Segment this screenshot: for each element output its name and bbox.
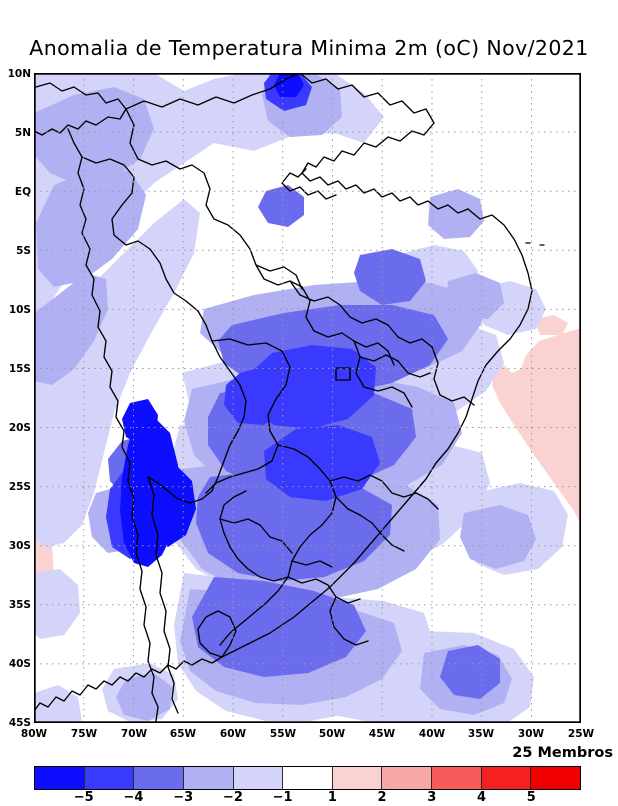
- page-title: Anomalia de Temperatura Minima 2m (oC) N…: [29, 36, 589, 60]
- y-tick-45s: 45S: [8, 717, 31, 729]
- x-tick-75w: 75W: [70, 728, 98, 740]
- colorbar-swatch-1: [84, 767, 135, 789]
- colorbar-tick-3: 3: [427, 790, 437, 805]
- cold-anomaly-shading: [34, 73, 568, 723]
- y-tick-10n: 10N: [7, 68, 31, 80]
- anomaly-map-svg: [34, 73, 581, 723]
- x-tick-55w: 55W: [269, 728, 297, 740]
- y-tick-5n: 5N: [14, 127, 31, 139]
- colorbar-tick--4: −4: [123, 790, 144, 805]
- colorbar-tick-5: 5: [526, 790, 536, 805]
- y-tick-35s: 35S: [8, 599, 31, 611]
- colorbar-swatch-7: [382, 767, 433, 789]
- x-tick-25w: 25W: [567, 728, 595, 740]
- colorbar-tick--1: −1: [272, 790, 293, 805]
- y-tick-5s: 5S: [16, 245, 31, 257]
- colorbar-tick--2: −2: [222, 790, 243, 805]
- y-tick-20s: 20S: [8, 422, 31, 434]
- y-tick-eq: EQ: [14, 186, 31, 198]
- y-tick-40s: 40S: [8, 658, 31, 670]
- x-tick-50w: 50W: [318, 728, 346, 740]
- y-tick-15s: 15S: [8, 363, 31, 375]
- colorbar-swatch-8: [432, 767, 482, 789]
- x-tick-40w: 40W: [418, 728, 446, 740]
- colorbar-tick--5: −5: [73, 790, 94, 805]
- colorbar-swatch-5: [283, 767, 333, 789]
- x-tick-60w: 60W: [219, 728, 247, 740]
- colorbar-swatch-6: [332, 767, 383, 789]
- colorbar-tick-1: 1: [327, 790, 337, 805]
- x-tick-65w: 65W: [169, 728, 197, 740]
- colorbar-ticks: −5 −4 −3 −2 −1 1 2 3 4 5: [34, 790, 581, 806]
- y-tick-30s: 30S: [8, 540, 31, 552]
- x-tick-70w: 70W: [120, 728, 148, 740]
- y-tick-10s: 10S: [8, 304, 31, 316]
- colorbar-swatch-9: [481, 767, 532, 789]
- map-frame: [34, 73, 581, 723]
- colorbar-tick--3: −3: [173, 790, 194, 805]
- colorbar-tick-2: 2: [377, 790, 387, 805]
- x-tick-45w: 45W: [368, 728, 396, 740]
- colorbar-tick-4: 4: [477, 790, 487, 805]
- colorbar-swatch-3: [183, 767, 234, 789]
- colorbar-swatch-10: [531, 767, 581, 789]
- map-plot: [34, 73, 581, 723]
- y-tick-25s: 25S: [8, 481, 31, 493]
- ensemble-members-label: 25 Membros: [512, 745, 613, 761]
- coastlines-and-borders: [34, 73, 545, 722]
- colorbar-swatch-0: [35, 767, 85, 789]
- colorbar-swatch-2: [134, 767, 184, 789]
- colorbar: [34, 766, 581, 790]
- x-tick-35w: 35W: [467, 728, 495, 740]
- colorbar-swatch-4: [233, 767, 284, 789]
- x-tick-80w: 80W: [20, 728, 48, 740]
- graticule-grid: [34, 73, 581, 723]
- x-tick-30w: 30W: [517, 728, 545, 740]
